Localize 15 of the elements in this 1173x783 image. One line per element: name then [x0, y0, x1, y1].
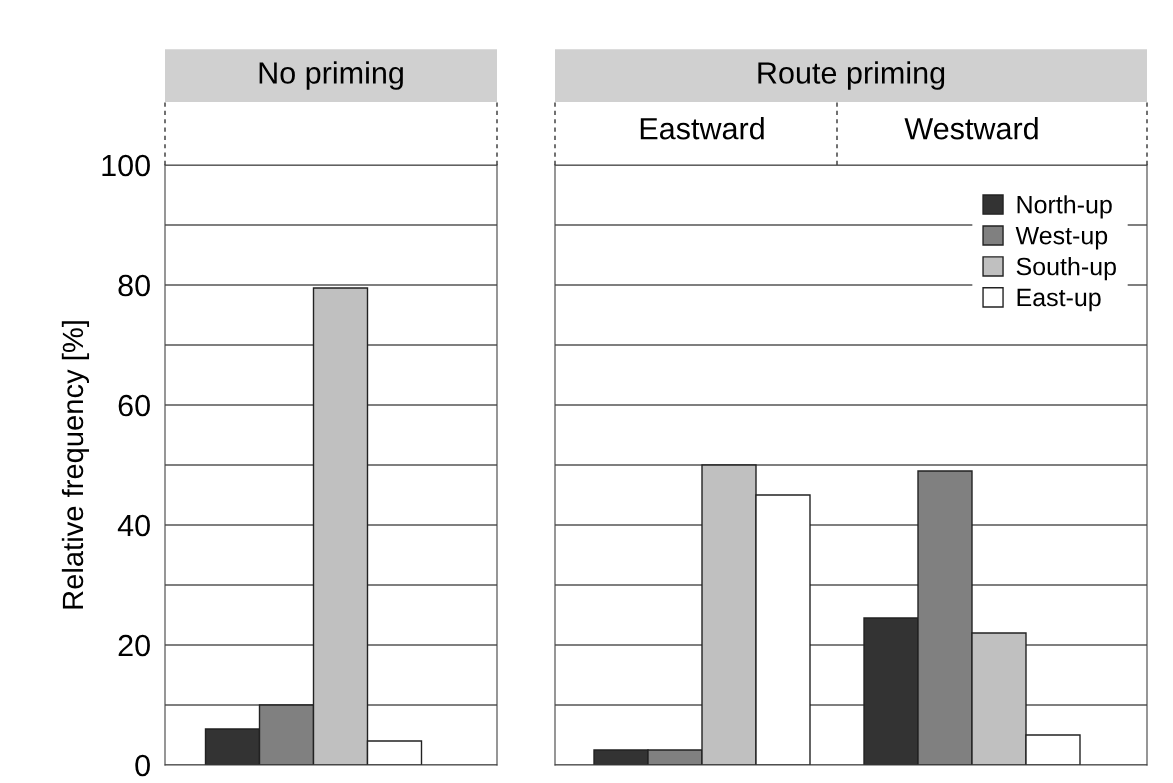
legend-label: East-up — [1017, 288, 1101, 312]
y-tick-label: 40 — [117, 514, 150, 537]
legend-label: South-up — [1016, 257, 1116, 281]
y-tick-label: 60 — [118, 394, 150, 417]
x-tick-label: Westward — [904, 117, 1038, 140]
y-tick-label: 100 — [102, 154, 150, 177]
chart-title: Route priming — [758, 61, 945, 90]
chart-title: No priming — [259, 61, 403, 90]
y-tick-label: 0 — [135, 754, 150, 777]
y-axis-title: Relative frequency [%] — [61, 321, 90, 609]
y-tick-label: 80 — [118, 274, 150, 297]
legend-label: North-up — [1017, 195, 1112, 219]
y-tick-label: 20 — [118, 634, 150, 657]
x-tick-label: Eastward — [640, 117, 764, 140]
legend-label: West-up — [1015, 226, 1108, 250]
